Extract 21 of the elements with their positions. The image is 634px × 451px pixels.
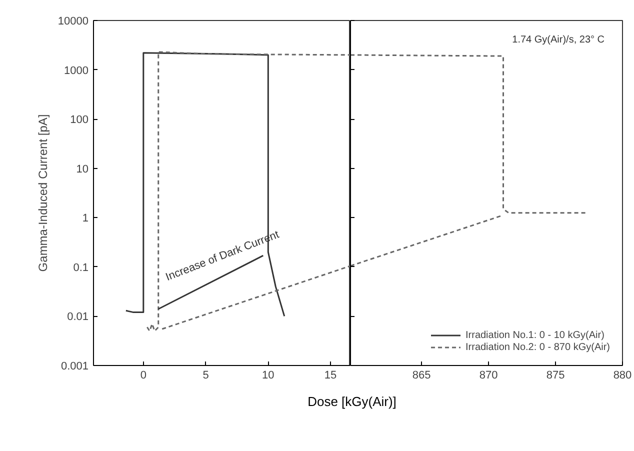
legend-label: Irradiation No.2: 0 - 870 kGy(Air): [466, 341, 610, 353]
y-tick-label: 1000: [64, 64, 89, 77]
y-tick-label: 100: [70, 114, 89, 126]
y-tick-label: 0.01: [67, 311, 89, 324]
y-tick-label: 0.1: [73, 262, 89, 274]
x-axis-title: Dose [kGy(Air)]: [308, 393, 396, 411]
x-tick-label: 5: [202, 370, 209, 382]
y-axis-title: Gamma-Induced Current [pA]: [36, 114, 50, 272]
y-tick-label: 1: [82, 212, 89, 225]
y-tick-label: 10: [76, 163, 89, 176]
x-tick-label: 0: [140, 370, 146, 382]
x-tick-label: 875: [546, 370, 565, 382]
annotation: 1.74 Gy(Air)/s, 23° C: [512, 34, 604, 46]
legend-label: Irradiation No.1: 0 - 10 kGy(Air): [466, 329, 604, 341]
x-tick-label: 865: [412, 370, 431, 382]
x-tick-label: 870: [479, 370, 498, 382]
x-tick-label: 15: [324, 370, 337, 382]
y-tick-label: 0.001: [60, 360, 89, 372]
x-tick-label: 10: [262, 370, 274, 382]
y-tick-label: 10000: [58, 16, 89, 28]
x-tick-label: 880: [613, 370, 632, 382]
